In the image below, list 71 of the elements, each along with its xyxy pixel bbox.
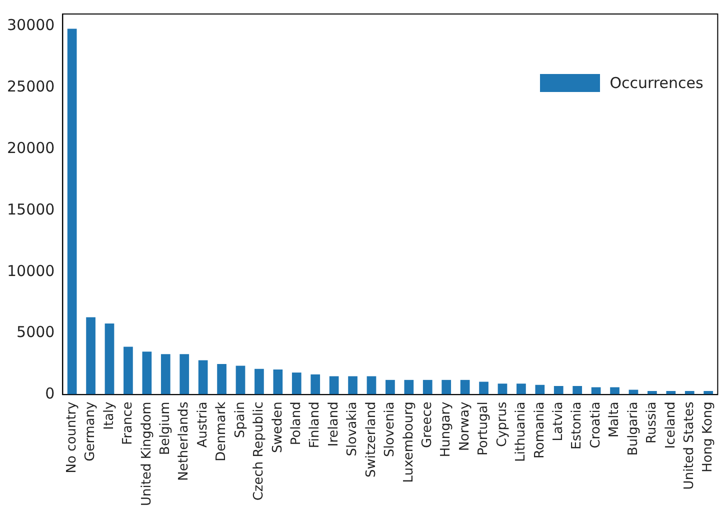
bar <box>142 352 152 395</box>
x-tick-label: Slovakia <box>345 402 360 456</box>
x-tick-label: Luxembourg <box>401 402 416 483</box>
bar <box>554 386 564 395</box>
bar <box>366 376 376 395</box>
x-tick-label: Cyprus <box>494 401 510 448</box>
x-tick-label: Croatia <box>588 402 604 448</box>
bar <box>67 28 77 395</box>
x-tick-label: Poland <box>289 402 304 446</box>
legend-label: Occurrences <box>610 74 704 92</box>
x-tick-label: Austria <box>195 402 210 448</box>
bar <box>273 369 283 395</box>
x-tick-label: Ireland <box>326 402 342 447</box>
y-tick-label: 15000 <box>7 200 55 218</box>
bar <box>329 376 339 395</box>
x-tick-label: Malta <box>607 402 622 438</box>
bar <box>516 384 526 395</box>
x-tick-label: Hungary <box>438 401 454 458</box>
bar <box>310 374 320 395</box>
x-tick-label: France <box>120 402 136 445</box>
bar <box>498 384 508 395</box>
y-tick-label: 0 <box>45 384 55 403</box>
bar <box>460 380 470 395</box>
x-tick-label: Estonia <box>570 402 585 450</box>
bar <box>236 366 246 395</box>
x-tick-label: Slovenia <box>382 402 398 457</box>
bar <box>404 380 414 395</box>
bar <box>348 376 358 395</box>
bar <box>386 380 395 395</box>
y-tick-label: 30000 <box>7 16 55 34</box>
x-tick-label: Norway <box>457 401 472 451</box>
x-tick-label: No country <box>64 401 80 474</box>
bar <box>572 386 582 395</box>
bar <box>198 360 208 395</box>
x-tick-label: Romania <box>532 402 548 459</box>
bar <box>254 368 264 395</box>
x-tick-label: Russia <box>644 402 660 444</box>
bar <box>442 380 452 395</box>
y-tick-label: 5000 <box>16 323 55 342</box>
x-tick-label: United States <box>682 401 698 490</box>
x-tick-label: Denmark <box>214 401 230 462</box>
x-tick-label: Spain <box>232 402 248 438</box>
x-tick-label: Germany <box>83 401 98 462</box>
bar <box>422 380 432 395</box>
x-tick-label: Portugal <box>476 402 492 456</box>
x-tick-label: Lithuania <box>514 402 529 462</box>
y-tick-label: 25000 <box>7 78 55 96</box>
x-tick-label: Bulgaria <box>626 402 641 456</box>
bar <box>180 354 190 395</box>
x-tick-label: Finland <box>308 402 323 448</box>
bar <box>160 354 170 395</box>
bar <box>104 323 114 395</box>
x-tick-label: Latvia <box>551 402 566 442</box>
y-tick-label: 20000 <box>7 138 55 157</box>
x-tick-label: Netherlands <box>176 401 192 481</box>
bar <box>535 384 545 395</box>
x-tick-label: United Kingdom <box>139 402 154 506</box>
bar <box>86 317 96 395</box>
bar <box>217 364 226 395</box>
bar <box>292 372 302 395</box>
y-tick-label: 10000 <box>7 262 55 280</box>
x-tick-label: Belgium <box>158 402 174 455</box>
x-tick-label: Iceland <box>663 402 678 449</box>
bar <box>124 346 133 395</box>
x-tick-label: Hong Kong <box>700 402 716 472</box>
x-tick-label: Czech Republic <box>252 402 267 501</box>
x-tick-label: Switzerland <box>364 402 379 478</box>
x-tick-label: Italy <box>102 401 117 430</box>
x-tick-label: Sweden <box>270 402 286 454</box>
x-tick-label: Greece <box>420 402 436 448</box>
bar <box>479 382 488 395</box>
